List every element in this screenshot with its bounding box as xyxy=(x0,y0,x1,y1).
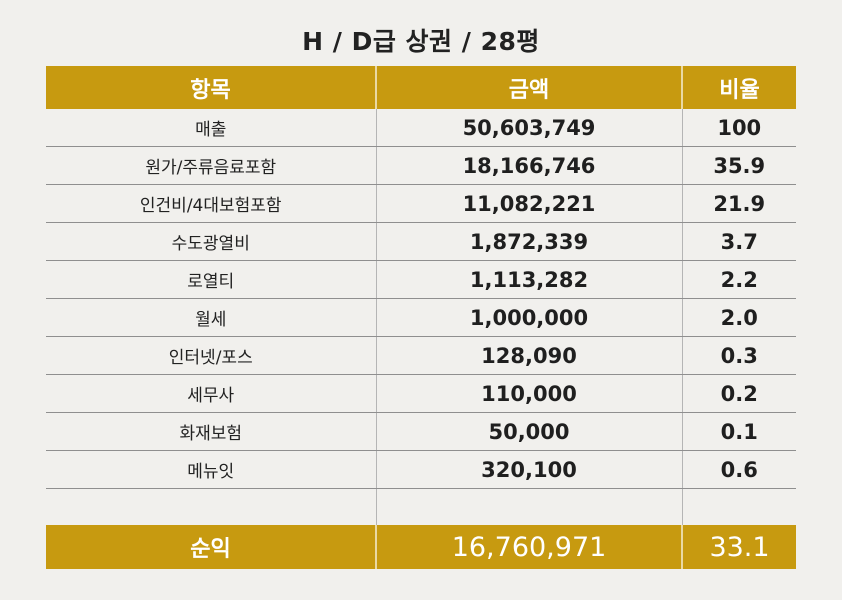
total-ratio: 33.1 xyxy=(681,525,796,569)
row-item: 매출 xyxy=(46,109,376,147)
blank-row xyxy=(46,488,796,521)
row-amount: 320,100 xyxy=(375,450,682,489)
row-item: 월세 xyxy=(46,298,376,337)
table-row: 메뉴잇 320,100 0.6 xyxy=(46,450,796,489)
row-amount: 18,166,746 xyxy=(375,146,682,185)
table-row: 세무사 110,000 0.2 xyxy=(46,374,796,413)
page-title: H / D급 상권 / 28평 xyxy=(302,27,540,56)
table-row: 원가/주류음료포함 18,166,746 35.9 xyxy=(46,146,796,185)
gap-row xyxy=(46,520,796,525)
row-ratio: 2.0 xyxy=(681,298,796,337)
table-row: 월세 1,000,000 2.0 xyxy=(46,298,796,337)
row-amount: 50,603,749 xyxy=(375,109,682,147)
row-item: 화재보험 xyxy=(46,412,376,451)
table-row: 화재보험 50,000 0.1 xyxy=(46,412,796,451)
row-item: 메뉴잇 xyxy=(46,450,376,489)
row-amount: 1,872,339 xyxy=(375,222,682,261)
row-ratio: 100 xyxy=(681,109,796,147)
table-row: 인터넷/포스 128,090 0.3 xyxy=(46,336,796,375)
row-ratio: 0.6 xyxy=(681,450,796,489)
table-header-row: 항목 금액 비율 xyxy=(46,66,796,109)
header-ratio: 비율 xyxy=(681,66,796,109)
row-item: 세무사 xyxy=(46,374,376,413)
row-ratio: 3.7 xyxy=(681,222,796,261)
blank-cell xyxy=(46,489,376,521)
row-amount: 1,000,000 xyxy=(375,298,682,337)
blank-cell xyxy=(375,488,682,520)
header-item: 항목 xyxy=(46,66,376,109)
gap-cell xyxy=(375,520,682,525)
gap-cell xyxy=(681,520,796,525)
row-ratio: 35.9 xyxy=(681,146,796,185)
table-row: 수도광열비 1,872,339 3.7 xyxy=(46,222,796,261)
blank-cell xyxy=(681,488,796,520)
row-amount: 1,113,282 xyxy=(375,260,682,299)
row-amount: 128,090 xyxy=(375,336,682,375)
table-row: 로열티 1,113,282 2.2 xyxy=(46,260,796,299)
row-item: 수도광열비 xyxy=(46,222,376,261)
row-item: 인건비/4대보험포함 xyxy=(46,184,376,223)
row-ratio: 0.2 xyxy=(681,374,796,413)
row-ratio: 0.1 xyxy=(681,412,796,451)
table-row: 매출 50,603,749 100 xyxy=(46,109,796,147)
row-ratio: 2.2 xyxy=(681,260,796,299)
row-amount: 110,000 xyxy=(375,374,682,413)
table-row: 인건비/4대보험포함 11,082,221 21.9 xyxy=(46,184,796,223)
row-ratio: 0.3 xyxy=(681,336,796,375)
header-amount: 금액 xyxy=(375,66,682,109)
total-item: 순익 xyxy=(46,525,376,569)
total-row: 순익 16,760,971 33.1 xyxy=(46,525,796,569)
row-ratio: 21.9 xyxy=(681,184,796,223)
total-amount: 16,760,971 xyxy=(375,525,682,569)
row-item: 인터넷/포스 xyxy=(46,336,376,375)
row-item: 원가/주류음료포함 xyxy=(46,146,376,185)
row-item: 로열티 xyxy=(46,260,376,299)
row-amount: 50,000 xyxy=(375,412,682,451)
cost-table: 항목 금액 비율 매출 50,603,749 100 원가/주류음료포함 18,… xyxy=(46,66,796,569)
row-amount: 11,082,221 xyxy=(375,184,682,223)
